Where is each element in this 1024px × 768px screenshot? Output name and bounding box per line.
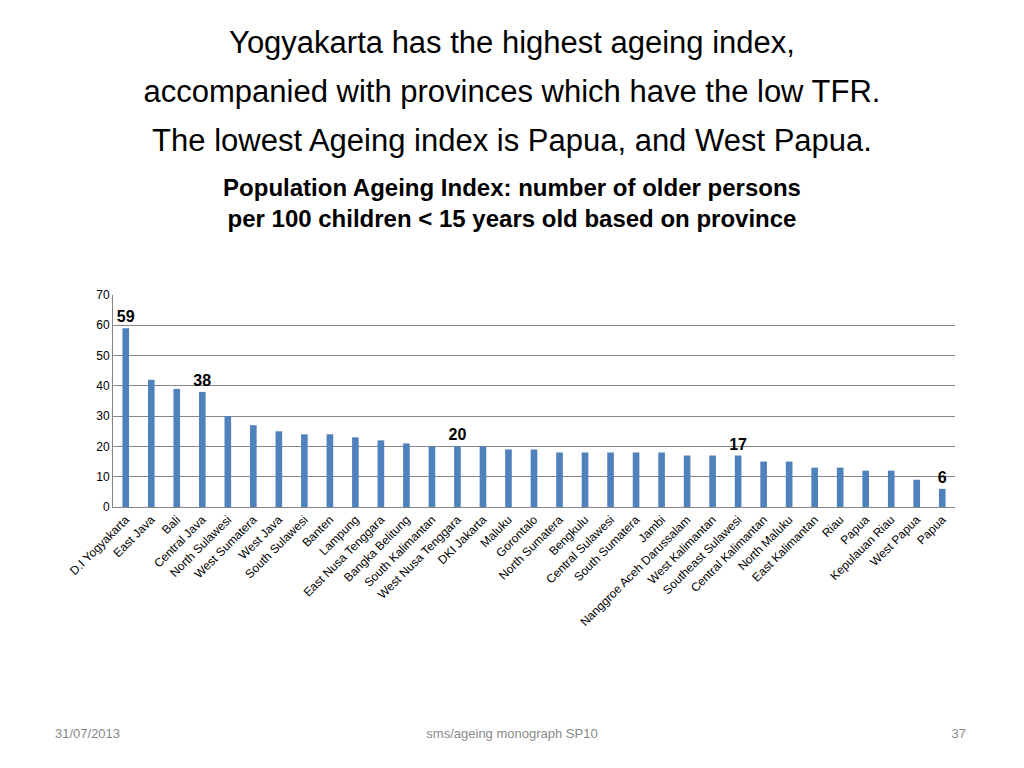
svg-text:Lampung: Lampung — [316, 513, 361, 558]
svg-text:17: 17 — [729, 436, 747, 453]
html-text:accompanied with provinces whi: accompanied with provinces which have th… — [143, 74, 881, 109]
svg-text:Papua: Papua — [838, 513, 873, 548]
svg-text:50: 50 — [96, 349, 110, 363]
svg-text:Banten: Banten — [299, 513, 336, 550]
svg-text:South Sumatera: South Sumatera — [571, 513, 642, 584]
svg-text:South Sulawesi: South Sulawesi — [242, 513, 310, 581]
svg-text:38: 38 — [193, 372, 211, 389]
html-text:sms/ageing monograph SP10: sms/ageing monograph SP10 — [426, 726, 598, 741]
html-text:37: 37 — [951, 726, 966, 741]
svg-text:Central Kalimantan: Central Kalimantan — [688, 513, 770, 595]
svg-text:West Kalimantan: West Kalimantan — [645, 513, 719, 587]
svg-text:North Sulawesi: North Sulawesi — [167, 513, 234, 580]
svg-text:South Kalimantan: South Kalimantan — [361, 513, 438, 590]
svg-text:West Java: West Java — [236, 513, 286, 563]
svg-text:East Kalimantan: East Kalimantan — [749, 513, 821, 585]
svg-text:20: 20 — [449, 426, 467, 443]
svg-text:Maluku: Maluku — [478, 513, 515, 550]
svg-text:D.I Yogyakarta: D.I Yogyakarta — [67, 513, 132, 578]
svg-text:20: 20 — [96, 440, 110, 454]
svg-text:West Papua: West Papua — [867, 513, 923, 569]
svg-text:6: 6 — [938, 469, 947, 486]
svg-text:Bali: Bali — [159, 513, 183, 537]
html-text:31/07/2013: 31/07/2013 — [55, 726, 121, 741]
html-text:The lowest Ageing index is Pap: The lowest Ageing index is Papua, and We… — [152, 123, 872, 158]
svg-text:DKI Jakarta: DKI Jakarta — [435, 513, 489, 567]
svg-text:40: 40 — [96, 379, 110, 393]
svg-text:Population Ageing Index: numbe: Population Ageing Index: number of older… — [223, 174, 801, 232]
svg-text:0: 0 — [103, 500, 110, 514]
svg-text:70: 70 — [96, 288, 110, 302]
svg-text:30: 30 — [96, 409, 110, 423]
svg-text:60: 60 — [96, 318, 110, 332]
svg-text:Bangka Belitung: Bangka Belitung — [341, 513, 413, 585]
svg-text:West Nusa Tenggara: West Nusa Tenggara — [375, 513, 464, 602]
html-text:Yogyakarta has the highest age: Yogyakarta has the highest ageing index, — [229, 25, 795, 60]
svg-text:East Java: East Java — [110, 513, 157, 560]
svg-text:West Sumatera: West Sumatera — [191, 513, 259, 581]
svg-text:North Sumatera: North Sumatera — [496, 513, 566, 583]
svg-text:Bengkulu: Bengkulu — [546, 513, 591, 558]
svg-text:Papua: Papua — [914, 513, 949, 548]
svg-text:10: 10 — [96, 470, 110, 484]
svg-text:Gorontalo: Gorontalo — [493, 513, 540, 560]
svg-text:Nanggroe Aceh Darussalam: Nanggroe Aceh Darussalam — [577, 513, 693, 629]
svg-text:Riau: Riau — [819, 513, 846, 540]
svg-text:Central Sulawesi: Central Sulawesi — [543, 513, 617, 587]
svg-text:Jambi: Jambi — [635, 513, 668, 546]
svg-text:Southeast Sulawesi: Southeast Sulawesi — [660, 513, 744, 597]
svg-text:Kepulauan Riau: Kepulauan Riau — [827, 513, 897, 583]
svg-text:59: 59 — [117, 308, 135, 325]
svg-text:Central Java: Central Java — [151, 513, 209, 571]
svg-text:North Maluku: North Maluku — [735, 513, 795, 573]
svg-text:East Nusa Tenggara: East Nusa Tenggara — [301, 513, 388, 600]
